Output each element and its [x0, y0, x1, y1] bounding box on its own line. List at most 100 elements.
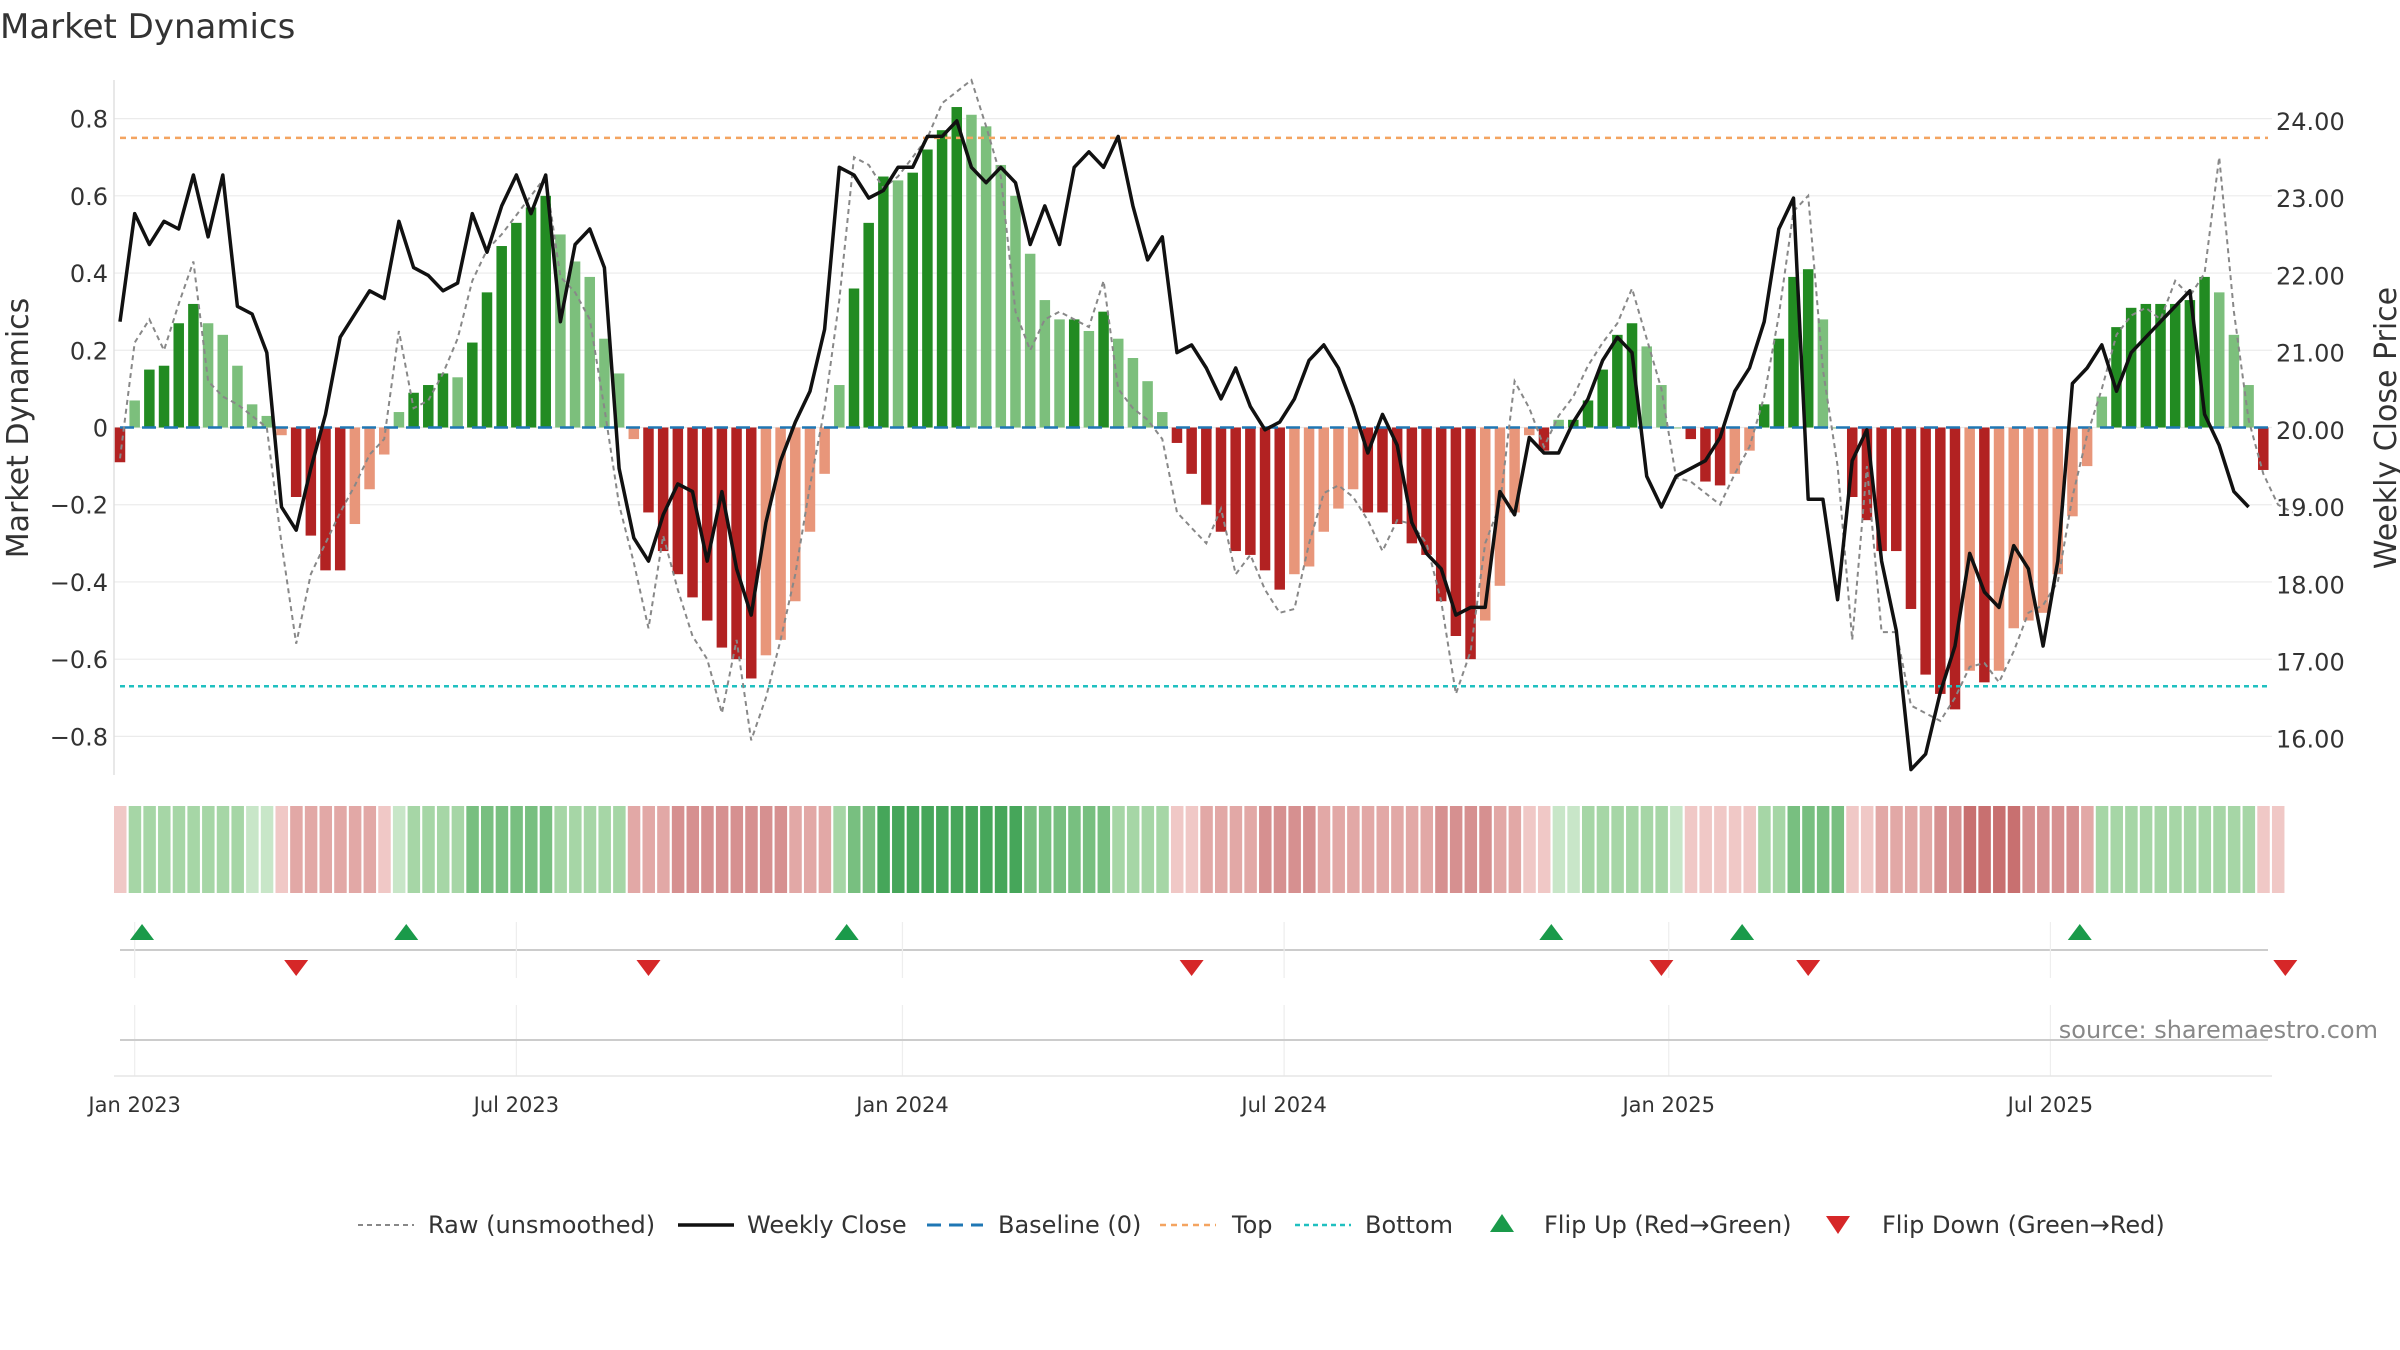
momentum-bar [467, 342, 478, 428]
regime-cell [980, 806, 993, 893]
regime-cell [2257, 806, 2270, 893]
regime-cell [319, 806, 333, 893]
regime-cell [1200, 806, 1213, 893]
regime-cell [407, 806, 421, 893]
momentum-bar [2258, 427, 2269, 470]
regime-cell [701, 806, 714, 893]
momentum-bar [173, 323, 184, 428]
regime-cell [1273, 806, 1287, 893]
momentum-bar [1465, 427, 1476, 660]
regime-cell [936, 806, 949, 893]
regime-cell [1361, 806, 1375, 893]
momentum-bar [1421, 427, 1432, 555]
momentum-bar [1098, 311, 1109, 428]
momentum-bar [511, 222, 522, 428]
regime-cell [378, 806, 391, 893]
regime-cell [1082, 806, 1096, 893]
flip-up-marker [394, 924, 419, 940]
momentum-bar [1935, 427, 1946, 694]
momentum-bar [569, 261, 581, 428]
regime-cell [2037, 806, 2050, 893]
left-tick-label: 0.4 [70, 260, 108, 288]
momentum-bar [1318, 427, 1330, 532]
regime-cell [1405, 806, 1419, 893]
right-tick-label: 18.00 [2276, 571, 2345, 599]
momentum-bar [496, 246, 507, 428]
momentum-bar [555, 234, 566, 428]
momentum-bar [1700, 427, 1711, 482]
regime-cell [1009, 806, 1022, 893]
momentum-bar [1171, 427, 1183, 443]
momentum-bar [320, 427, 331, 571]
legend-label-bottom: Bottom [1365, 1211, 1453, 1239]
flip-down-marker [2273, 960, 2298, 976]
regime-cell [187, 806, 200, 893]
regime-cell [1244, 806, 1257, 893]
regime-cell [436, 806, 450, 893]
regime-cell [2066, 806, 2079, 893]
momentum-bar [540, 195, 551, 428]
momentum-bar [378, 427, 390, 455]
regime-cell [422, 806, 435, 893]
regime-cell [2213, 806, 2226, 893]
regime-cell [1582, 806, 1595, 893]
regime-cell [1126, 806, 1140, 893]
momentum-bar [848, 288, 860, 428]
regime-cell [1229, 806, 1243, 893]
momentum-bar [1626, 323, 1638, 428]
momentum-bar [1905, 427, 1917, 609]
regime-cell [1435, 806, 1448, 893]
momentum-bar [1391, 427, 1403, 525]
momentum-bar [1333, 427, 1344, 509]
regime-cell [965, 806, 978, 893]
momentum-bars [114, 107, 2269, 710]
regime-cell [1978, 806, 1991, 893]
momentum-bar [129, 400, 140, 428]
momentum-bar [408, 392, 419, 428]
momentum-bar [2081, 427, 2093, 467]
price-lines [118, 78, 2294, 772]
momentum-bar [1201, 427, 1212, 505]
momentum-bar [481, 292, 493, 428]
left-axis-label: Market Dynamics [1, 298, 36, 559]
momentum-bar [114, 427, 126, 463]
regime-cell [1376, 806, 1389, 893]
regime-cell [789, 806, 802, 893]
momentum-bar [1479, 427, 1491, 621]
momentum-bar [687, 427, 698, 598]
regime-cell [1097, 806, 1111, 893]
regime-cell [114, 806, 127, 893]
regime-cell [290, 806, 303, 893]
momentum-bar [1406, 427, 1418, 544]
regime-cell [1185, 806, 1199, 893]
regime-cell [554, 806, 567, 893]
flip-grid [134, 922, 2052, 1076]
regime-cell [1112, 806, 1125, 893]
momentum-bar [188, 303, 199, 428]
regime-cell [1831, 806, 1845, 893]
regime-cell [1949, 806, 1962, 893]
regime-cell [2271, 806, 2285, 893]
x-tick-label: Jul 2024 [1239, 1093, 1326, 1117]
momentum-bar [1362, 427, 1374, 513]
momentum-bar [1142, 381, 1153, 428]
momentum-bar [1157, 412, 1168, 428]
momentum-bar [834, 385, 845, 428]
x-tick-label: Jan 2025 [1620, 1093, 1715, 1117]
regime-cell [569, 806, 582, 893]
left-tick-label: 0.2 [70, 337, 108, 365]
regime-cell [1508, 806, 1522, 893]
momentum-bar [2023, 427, 2034, 621]
regime-cell [892, 806, 905, 893]
momentum-bar [1289, 427, 1300, 575]
right-tick-label: 22.00 [2276, 262, 2345, 290]
momentum-bar [599, 338, 610, 428]
regime-cell [1567, 806, 1580, 893]
momentum-bar [1259, 427, 1271, 571]
regime-cell [1875, 806, 1889, 893]
momentum-bar [1656, 385, 1667, 428]
regime-cell [1963, 806, 1977, 893]
momentum-bar [1582, 400, 1594, 428]
momentum-bar [878, 176, 889, 428]
